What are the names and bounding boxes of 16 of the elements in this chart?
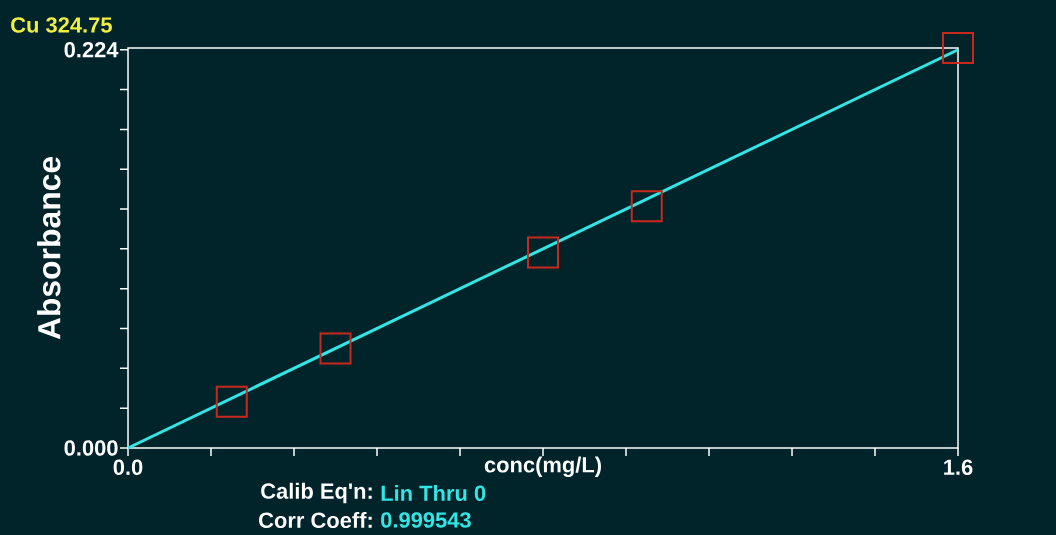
text: Corr Coeff: [259, 511, 372, 529]
point [630, 190, 663, 223]
chart-title: Cu 324.75 [11, 17, 112, 33]
x-tick-label: 1.6 [944, 459, 973, 476]
y-tick-label: 0.000 [64, 440, 118, 456]
point [527, 236, 560, 269]
text: 0.999543 [381, 512, 471, 528]
x-axis-title: conc(mg/L) [484, 456, 601, 478]
y-tick-label: 0.224 [64, 42, 119, 58]
point [942, 31, 975, 64]
x-tick-label: 0.0 [113, 459, 143, 476]
text: Lin Thru 0 [381, 484, 486, 502]
text: Calib Eq'n: [261, 482, 372, 504]
y-axis-title: Absorbance [37, 156, 61, 340]
point [215, 385, 248, 418]
point [319, 332, 352, 365]
